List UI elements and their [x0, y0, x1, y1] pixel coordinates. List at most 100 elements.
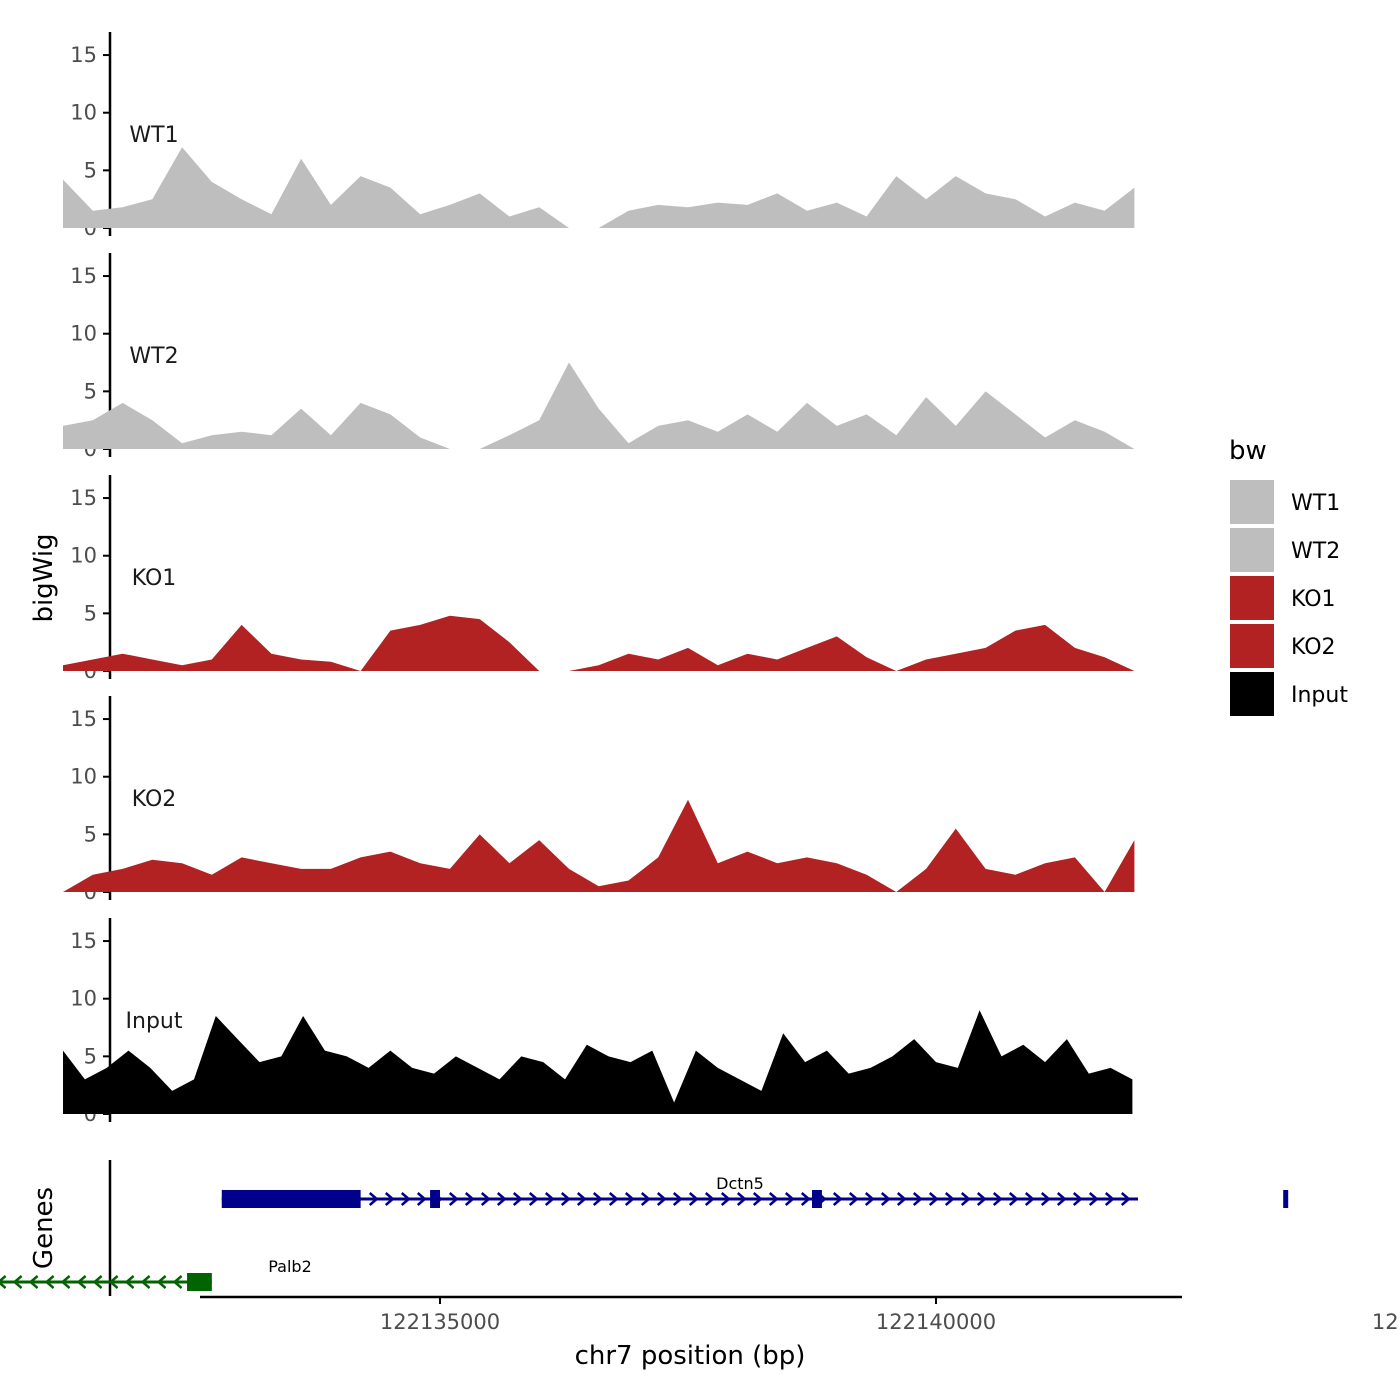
y-axis-title: bigWig: [29, 533, 59, 622]
strand-arrow: [108, 1275, 119, 1289]
legend-label: KO1: [1291, 587, 1336, 612]
y-tick-label: 5: [84, 822, 97, 846]
strand-arrow: [768, 1192, 779, 1206]
strand-arrow: [528, 1192, 539, 1206]
y-tick-label: 10: [70, 101, 97, 125]
legend-title: bw: [1229, 436, 1267, 466]
strand-arrow: [1072, 1192, 1083, 1206]
strand-arrow: [172, 1275, 183, 1289]
strand-arrow: [960, 1192, 971, 1206]
y-tick-label: 15: [70, 929, 97, 953]
track-ko2: 051015KO2: [63, 696, 1135, 904]
genes-axis-title: Genes: [29, 1187, 59, 1269]
strand-arrow: [608, 1192, 619, 1206]
y-tick-label: 10: [70, 987, 97, 1011]
gene-dctn5: Dctn5: [221, 1174, 1289, 1208]
strand-arrow: [592, 1192, 603, 1206]
strand-arrow: [624, 1192, 635, 1206]
strand-arrow: [480, 1192, 491, 1206]
legend: bw WT1 WT2 KO1 KO2 Input: [1229, 436, 1348, 716]
strand-arrow: [76, 1275, 87, 1289]
strand-arrow: [784, 1192, 795, 1206]
strand-arrow: [992, 1192, 1003, 1206]
strand-arrow: [640, 1192, 651, 1206]
strand-arrow: [800, 1192, 811, 1206]
track-input: 051015Input: [63, 918, 1133, 1126]
coverage-area-wt1: [63, 147, 1135, 228]
strand-arrow: [368, 1192, 379, 1206]
y-tick-label: 10: [70, 765, 97, 789]
track-label: KO1: [132, 566, 177, 591]
strand-arrow: [60, 1275, 71, 1289]
y-tick-label: 5: [84, 601, 97, 625]
coverage-area-wt2: [63, 362, 1135, 449]
track-wt1: 051015WT1: [63, 32, 1135, 240]
y-tick-label: 10: [70, 544, 97, 568]
strand-arrow: [544, 1192, 555, 1206]
track-label: WT2: [129, 344, 178, 369]
legend-label: WT2: [1291, 539, 1340, 564]
strand-arrow: [1008, 1192, 1019, 1206]
gene-label: Dctn5: [716, 1174, 764, 1193]
track-wt2: 051015WT2: [63, 253, 1135, 461]
track-label: KO2: [132, 787, 177, 812]
strand-arrow: [0, 1275, 7, 1289]
strand-arrow: [1056, 1192, 1067, 1206]
gene-exon: [187, 1273, 212, 1291]
gene-exon: [1283, 1190, 1289, 1208]
strand-arrow: [560, 1192, 571, 1206]
strand-arrow: [720, 1192, 731, 1206]
legend-swatch-wt2: [1230, 528, 1274, 572]
strand-arrow: [1024, 1192, 1035, 1206]
strand-arrow: [848, 1192, 859, 1206]
track-label: Input: [126, 1009, 183, 1034]
strand-arrow: [28, 1275, 39, 1289]
strand-arrow: [400, 1192, 411, 1206]
legend-label: KO2: [1291, 635, 1336, 660]
strand-arrow: [92, 1275, 103, 1289]
strand-arrow: [1040, 1192, 1051, 1206]
strand-arrow: [832, 1192, 843, 1206]
legend-swatch-ko1: [1230, 576, 1274, 620]
coverage-tracks: 051015WT1051015WT2051015KO1051015KO20510…: [63, 32, 1135, 1126]
y-tick-label: 10: [70, 322, 97, 346]
strand-arrow: [688, 1192, 699, 1206]
strand-arrow: [140, 1275, 151, 1289]
y-tick-label: 15: [70, 707, 97, 731]
legend-swatch-ko2: [1230, 624, 1274, 668]
strand-arrow: [12, 1275, 23, 1289]
y-tick-label: 15: [70, 43, 97, 67]
legend-label: Input: [1291, 683, 1348, 708]
strand-arrow: [44, 1275, 55, 1289]
y-tick-label: 5: [84, 158, 97, 182]
strand-arrow: [752, 1192, 763, 1206]
strand-arrow: [880, 1192, 891, 1206]
y-tick-label: 15: [70, 486, 97, 510]
strand-arrow: [496, 1192, 507, 1206]
gene-palb2: Palb2: [0, 1257, 312, 1291]
legend-label: WT1: [1291, 491, 1340, 516]
strand-arrow: [896, 1192, 907, 1206]
x-axis: 122135000 122140000 122145000: [200, 1295, 1400, 1334]
strand-arrow: [1120, 1192, 1131, 1206]
track-ko1: 051015KO1: [63, 475, 1135, 683]
gene-exon: [812, 1190, 822, 1208]
strand-arrow: [124, 1275, 135, 1289]
y-tick-label: 5: [84, 1044, 97, 1068]
x-axis-title: chr7 position (bp): [575, 1341, 806, 1371]
strand-arrow: [704, 1192, 715, 1206]
gene-exon: [430, 1190, 440, 1208]
x-tick-label: 122145000: [1372, 1310, 1400, 1334]
gene-label: Palb2: [268, 1257, 312, 1276]
gene-exon: [221, 1190, 361, 1208]
legend-swatch-input: [1230, 672, 1274, 716]
gene-track: Dctn5 Palb2: [0, 1160, 1289, 1296]
x-tick-label: 122135000: [380, 1310, 500, 1334]
strand-arrow: [384, 1192, 395, 1206]
track-label: WT1: [129, 123, 178, 148]
strand-arrow: [976, 1192, 987, 1206]
coverage-area-ko2: [63, 799, 1135, 892]
strand-arrow: [448, 1192, 459, 1206]
strand-arrow: [928, 1192, 939, 1206]
